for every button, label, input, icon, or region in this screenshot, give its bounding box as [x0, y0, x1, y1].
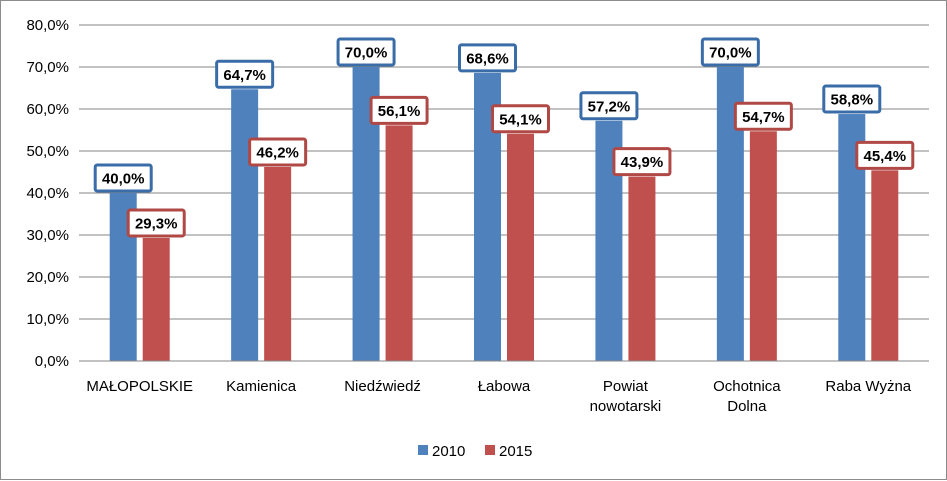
- data-label-2015: 29,3%: [135, 215, 178, 232]
- data-label-2010: 64,7%: [223, 67, 266, 84]
- y-tick-label: 50,0%: [26, 143, 69, 160]
- category-label: Powiat: [603, 378, 649, 395]
- legend-label-2015: 2015: [499, 443, 532, 460]
- data-label-2015: 54,1%: [499, 111, 542, 128]
- data-label-box-2010: [458, 43, 517, 73]
- data-label-box-2015: [491, 104, 550, 134]
- data-label-2010: 58,8%: [831, 92, 874, 109]
- category-label: MAŁOPOLSKIE: [86, 378, 193, 395]
- data-label-box-2015: [733, 101, 793, 131]
- bar-2015: [628, 176, 656, 361]
- bar-2015: [264, 166, 292, 361]
- y-tick-label: 20,0%: [26, 269, 69, 286]
- data-label-2010: 40,0%: [102, 171, 145, 188]
- data-labels: 40,0% 29,3% 64,7% 46,2% 70,0% 56,1% 68,6% 54,1%…: [93, 37, 915, 238]
- y-tick-label: 10,0%: [26, 311, 69, 328]
- bar-2015: [142, 237, 170, 361]
- y-tick-label: 80,0%: [26, 17, 69, 34]
- data-label-box-2010: [700, 37, 760, 67]
- category-label: Kamienica: [226, 378, 297, 395]
- category-label: Raba Wyżna: [825, 378, 911, 395]
- data-label-box-2015: [855, 140, 915, 170]
- bar-layer: [109, 67, 899, 361]
- data-label-box-2010: [215, 59, 275, 89]
- bar-2010: [231, 89, 259, 361]
- data-label-box-2015: [248, 137, 308, 167]
- data-label-box-2015: [612, 147, 672, 177]
- data-label-box-2010: [93, 163, 153, 193]
- bar-2015: [871, 170, 899, 361]
- bar-2015: [749, 131, 777, 361]
- category-label: Łabowa: [478, 378, 531, 395]
- data-label-2010: 68,6%: [466, 50, 509, 67]
- data-label-box-2015: [369, 95, 429, 125]
- data-label-2010: 57,2%: [588, 98, 631, 115]
- data-label-box-2015: [126, 208, 186, 238]
- bar-2015: [385, 125, 413, 361]
- data-label-2010: 70,0%: [345, 45, 388, 62]
- category-label: nowotarski: [590, 398, 662, 415]
- y-axis-ticks: 0,0% 10,0% 20,0% 30,0% 40,0% 50,0% 60,0% 70,0% 8…: [26, 17, 69, 370]
- data-label-2015: 43,9%: [621, 154, 664, 171]
- y-tick-label: 40,0%: [26, 185, 69, 202]
- category-label: Niedźwiedź: [344, 378, 421, 395]
- data-label-box-2010: [579, 91, 639, 121]
- data-label-2015: 46,2%: [256, 144, 299, 161]
- data-label-2010: 70,0%: [709, 45, 752, 62]
- data-label-2015: 54,7%: [742, 109, 785, 126]
- legend-label-2010: 2010: [432, 443, 465, 460]
- data-label-box-2010: [822, 84, 882, 114]
- bar-2015: [507, 133, 534, 361]
- legend: 2010 2015: [418, 443, 532, 460]
- y-tick-label: 30,0%: [26, 227, 69, 244]
- data-label-box-2010: [336, 37, 396, 67]
- data-label-2015: 56,1%: [378, 103, 421, 120]
- category-labels: MAŁOPOLSKIE Kamienica Niedźwiedź Łabowa Powi…: [86, 378, 911, 415]
- data-label-2015: 45,4%: [864, 148, 907, 165]
- legend-swatch-2015: [485, 445, 495, 455]
- y-tick-label: 0,0%: [35, 353, 69, 370]
- category-label: Dolna: [727, 398, 767, 415]
- y-tick-label: 70,0%: [26, 59, 69, 76]
- legend-swatch-2010: [418, 445, 428, 455]
- y-tick-label: 60,0%: [26, 101, 69, 118]
- category-label: Ochotnica: [713, 378, 781, 395]
